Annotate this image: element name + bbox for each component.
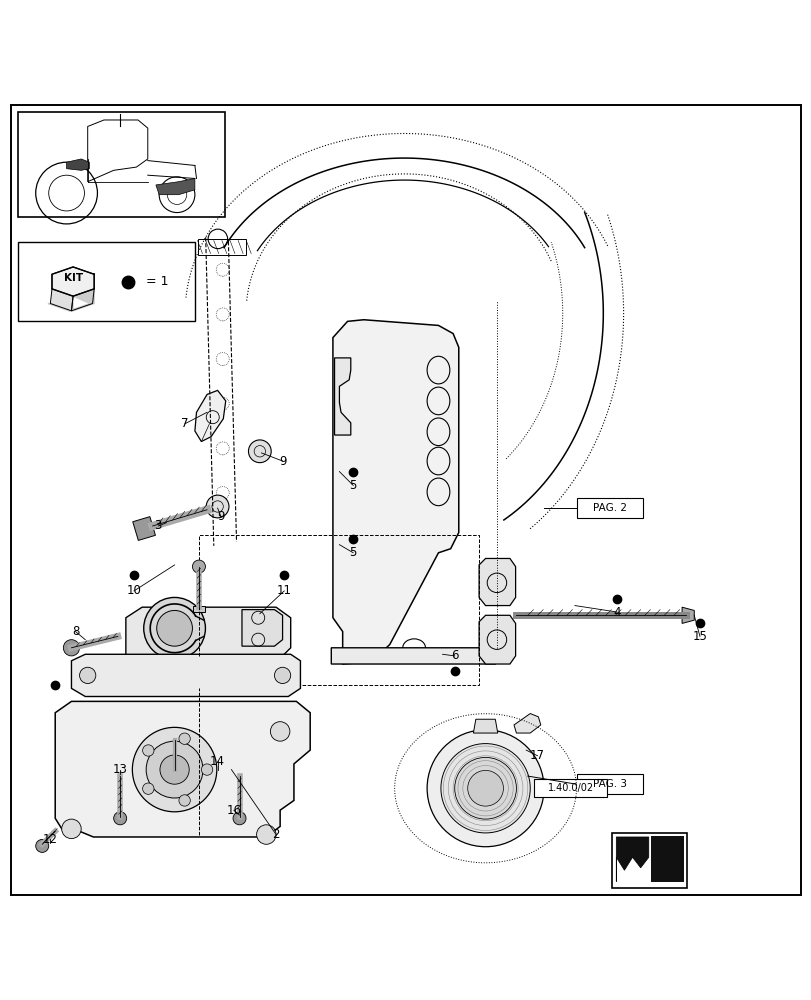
Bar bbox=[650, 836, 683, 882]
Circle shape bbox=[440, 744, 530, 833]
Circle shape bbox=[454, 757, 516, 819]
Circle shape bbox=[467, 770, 503, 806]
Circle shape bbox=[79, 667, 96, 684]
Polygon shape bbox=[195, 390, 225, 442]
Circle shape bbox=[206, 495, 229, 518]
Polygon shape bbox=[126, 607, 290, 664]
Circle shape bbox=[132, 727, 217, 812]
Text: 13: 13 bbox=[113, 763, 127, 776]
Text: 5: 5 bbox=[349, 546, 357, 559]
Text: PAG. 3: PAG. 3 bbox=[592, 779, 626, 789]
Polygon shape bbox=[478, 615, 515, 664]
Text: PAG. 2: PAG. 2 bbox=[592, 503, 626, 513]
Text: 16: 16 bbox=[226, 804, 241, 817]
Bar bbox=[197, 239, 246, 255]
Polygon shape bbox=[331, 648, 504, 664]
Bar bbox=[576, 498, 642, 518]
Circle shape bbox=[146, 741, 203, 798]
Bar bbox=[18, 242, 195, 321]
Circle shape bbox=[427, 730, 543, 847]
Text: 17: 17 bbox=[530, 749, 544, 762]
Circle shape bbox=[114, 812, 127, 825]
Text: 1.40.0/02: 1.40.0/02 bbox=[547, 783, 593, 793]
Polygon shape bbox=[71, 654, 300, 697]
Circle shape bbox=[62, 819, 81, 839]
Text: 3: 3 bbox=[154, 519, 162, 532]
Polygon shape bbox=[67, 159, 89, 170]
Polygon shape bbox=[478, 558, 515, 606]
Circle shape bbox=[143, 783, 154, 794]
Circle shape bbox=[256, 825, 276, 844]
Polygon shape bbox=[55, 701, 310, 837]
Text: = 1: = 1 bbox=[146, 275, 169, 288]
Text: 9: 9 bbox=[217, 510, 225, 523]
Circle shape bbox=[248, 440, 271, 463]
Circle shape bbox=[144, 597, 205, 659]
Bar bbox=[18, 112, 225, 217]
Text: 9: 9 bbox=[278, 455, 286, 468]
Polygon shape bbox=[48, 289, 73, 311]
Polygon shape bbox=[681, 607, 693, 623]
Text: 2: 2 bbox=[272, 828, 280, 841]
Circle shape bbox=[233, 812, 246, 825]
Polygon shape bbox=[242, 610, 282, 646]
Polygon shape bbox=[52, 267, 94, 296]
Polygon shape bbox=[616, 837, 648, 882]
Text: KIT: KIT bbox=[63, 273, 83, 283]
Circle shape bbox=[201, 764, 212, 775]
Polygon shape bbox=[334, 358, 350, 435]
Text: 11: 11 bbox=[277, 584, 291, 597]
Polygon shape bbox=[513, 714, 540, 733]
Circle shape bbox=[36, 839, 49, 852]
Polygon shape bbox=[132, 517, 155, 540]
Polygon shape bbox=[333, 320, 458, 664]
Circle shape bbox=[63, 640, 79, 656]
Text: 7: 7 bbox=[181, 417, 189, 430]
Circle shape bbox=[270, 722, 290, 741]
Text: 12: 12 bbox=[43, 833, 58, 846]
Circle shape bbox=[160, 755, 189, 784]
Text: 6: 6 bbox=[450, 649, 458, 662]
Bar bbox=[534, 779, 607, 797]
Polygon shape bbox=[473, 719, 497, 733]
Text: 10: 10 bbox=[127, 584, 141, 597]
Bar bbox=[199, 535, 478, 685]
Text: 14: 14 bbox=[210, 755, 225, 768]
Circle shape bbox=[178, 733, 190, 744]
Circle shape bbox=[157, 610, 192, 646]
Circle shape bbox=[178, 795, 190, 806]
Circle shape bbox=[274, 667, 290, 684]
Text: 5: 5 bbox=[349, 479, 357, 492]
Circle shape bbox=[143, 745, 154, 756]
Polygon shape bbox=[69, 289, 94, 311]
Polygon shape bbox=[156, 178, 195, 195]
Polygon shape bbox=[193, 606, 204, 612]
Bar bbox=[576, 774, 642, 794]
Polygon shape bbox=[52, 289, 73, 311]
Text: 4: 4 bbox=[612, 606, 620, 619]
Text: 8: 8 bbox=[71, 625, 79, 638]
Circle shape bbox=[192, 560, 205, 573]
Bar bbox=[611, 833, 686, 888]
Text: 15: 15 bbox=[692, 630, 706, 643]
